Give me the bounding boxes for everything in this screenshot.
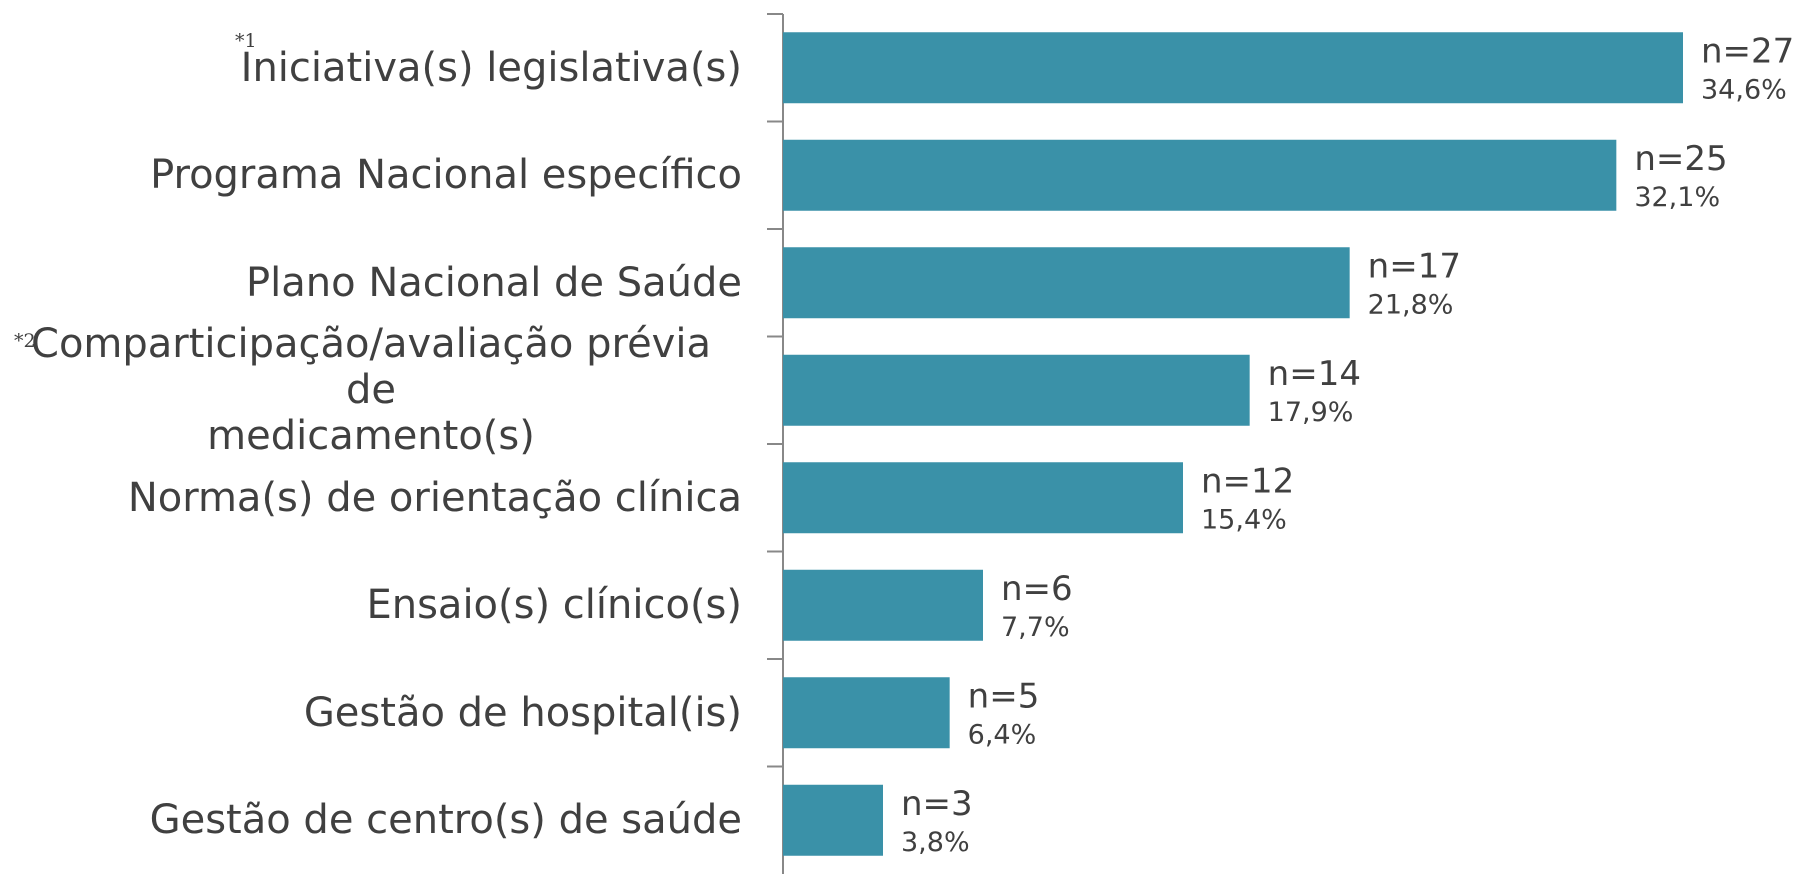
value-label: n=12 <box>1201 461 1294 501</box>
percentage-label: 7,7% <box>1001 612 1070 643</box>
bar <box>783 139 1617 211</box>
value-label: n=25 <box>1634 139 1727 179</box>
percentage-label: 15,4% <box>1201 504 1287 535</box>
bar <box>783 462 1183 534</box>
category-label: Norma(s) de orientação clínica <box>127 474 742 521</box>
category-label: Gestão de hospital(is) <box>303 689 742 736</box>
value-label: n=5 <box>968 676 1040 716</box>
footnote-marker: *1 <box>235 30 257 52</box>
category-label: Iniciativa(s) legislativa(s) <box>240 44 742 91</box>
bar <box>783 354 1250 426</box>
percentage-label: 32,1% <box>1634 182 1720 213</box>
category-label: Comparticipação/avaliação prévia de medi… <box>31 321 711 460</box>
value-label: n=27 <box>1701 31 1794 71</box>
category-label: Plano Nacional de Saúde <box>246 259 742 306</box>
value-label: n=17 <box>1368 246 1461 286</box>
bar <box>783 677 950 749</box>
percentage-label: 17,9% <box>1268 397 1354 428</box>
category-label: Gestão de centro(s) de saúde <box>149 797 742 844</box>
bar <box>783 247 1350 319</box>
percentage-label: 21,8% <box>1368 289 1454 320</box>
value-label: n=14 <box>1268 354 1361 394</box>
bar <box>783 32 1683 104</box>
value-label: n=3 <box>901 784 973 824</box>
percentage-label: 6,4% <box>968 719 1037 750</box>
bar <box>783 569 983 641</box>
value-label: n=6 <box>1001 569 1073 609</box>
percentage-label: 3,8% <box>901 827 970 858</box>
bar <box>783 784 883 856</box>
percentage-label: 34,6% <box>1701 74 1787 105</box>
footnote-marker: *2 <box>14 330 36 352</box>
category-label: Programa Nacional específico <box>150 152 742 199</box>
category-label: Ensaio(s) clínico(s) <box>366 582 742 629</box>
